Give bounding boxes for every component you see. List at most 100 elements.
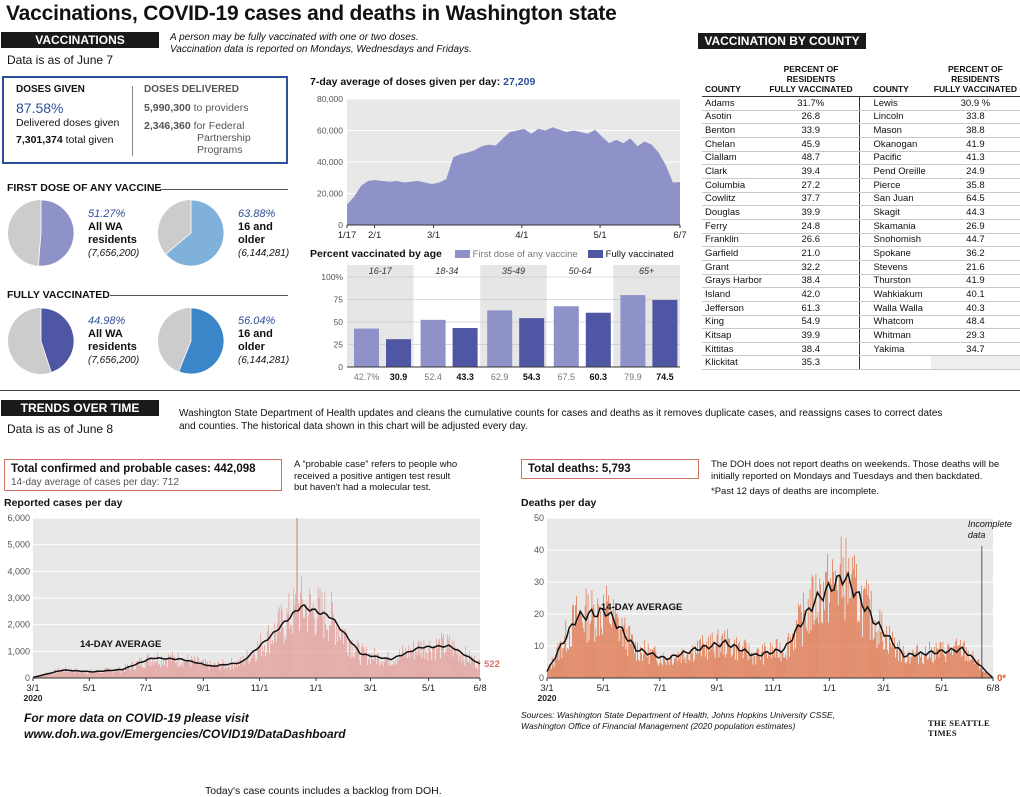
daily-bar [740,649,742,678]
daily-bar [356,645,358,678]
daily-bar [690,649,692,678]
x-tick-label: 1/1 [823,683,836,694]
county-row: Ferry 24.8 Skamania 26.9 [702,219,1020,234]
daily-bar [474,655,475,678]
county-name: Mason [859,123,931,138]
daily-bar [311,608,313,678]
daily-bar [77,671,79,678]
daily-bar [266,652,267,678]
daily-bar [605,608,606,678]
x-year-label: 2020 [538,693,557,703]
daily-bar [299,630,300,678]
daily-bar [800,604,801,678]
daily-bar [891,646,892,678]
daily-bar [204,664,205,678]
doses-delivered-label: DOSES DELIVERED [144,84,240,95]
daily-bar [660,656,662,678]
daily-bar [990,676,991,678]
daily-bar [269,654,270,678]
daily-bar [376,663,377,678]
sources: Sources: Washington State Department of … [521,710,835,731]
daily-bar [288,592,290,678]
daily-bar [141,666,143,678]
daily-bar [348,640,350,678]
daily-bar [902,645,904,678]
daily-bar [277,611,279,678]
daily-bar [921,653,922,678]
daily-bar [715,645,717,678]
daily-bar [640,646,641,678]
county-percent: 33.9 [762,123,860,138]
daily-bar [809,588,811,678]
daily-bar [736,637,737,678]
county-name: Skamania [859,219,931,234]
daily-bar [923,663,924,678]
daily-bar [74,667,76,678]
daily-bar [811,574,813,678]
daily-bar [709,635,711,678]
daily-bar [661,663,663,678]
daily-bar [847,603,849,678]
county-row: Franklin 26.6 Snohomish 44.7 [702,233,1020,248]
age-category-label: 18-34 [435,266,458,276]
daily-bar [819,578,821,678]
daily-bar [249,661,251,678]
daily-bar [971,656,973,678]
daily-bar [304,617,305,678]
daily-bar [783,657,785,678]
daily-bar [352,656,354,678]
daily-bar [602,634,603,678]
daily-bar [601,627,602,678]
county-percent: 35.8 [930,178,1020,193]
daily-bar [760,659,761,678]
bar-value-label: 54.3 [523,372,541,382]
daily-bar [900,662,902,678]
county-percent [930,355,1020,371]
daily-bar [130,670,131,678]
daily-bar [164,665,165,678]
probable-note-line3: but haven't had a molecular test. [294,482,432,493]
county-row: Cowlitz 37.7 San Juan 64.5 [702,192,1020,207]
pie-value-slice [37,199,75,267]
x-tick-label: 7/1 [653,683,666,694]
x-tick-label: 7/1 [139,683,152,694]
daily-bar [226,668,228,678]
daily-bar [986,672,987,678]
daily-bar [216,666,218,678]
y-tick-label: 50 [334,317,344,327]
y-tick-label: 30 [534,577,544,587]
daily-bar [590,620,592,678]
daily-bar [895,657,896,678]
daily-bar [318,597,320,678]
deaths-chart-title: Deaths per day [521,497,597,509]
daily-bar [101,669,102,678]
daily-bar [113,671,115,678]
daily-bar [460,655,462,678]
daily-bar [753,653,755,678]
daily-bar [732,654,733,678]
daily-bar [453,640,455,678]
deaths-note-line3: *Past 12 days of deaths are incomplete. [711,486,879,497]
deaths-note: The DOH does not report deaths on weeken… [711,459,999,498]
county-percent: 32.2 [762,260,860,275]
daily-bar [317,587,319,678]
daily-bar [427,660,429,678]
daily-bar [219,670,221,678]
daily-bar [279,631,281,678]
daily-bar [411,651,413,678]
county-percent: 61.3 [762,301,860,316]
daily-bar [228,663,229,678]
daily-bar [390,666,392,678]
bar-value-label: 52.4 [424,372,442,382]
daily-bar [665,661,666,678]
county-name: Pend Oreille [859,164,931,179]
daily-bar [696,653,697,678]
daily-bar [312,603,314,678]
daily-bar [728,638,729,678]
daily-bar [278,607,280,678]
daily-bar [803,610,805,678]
daily-bar [378,666,380,678]
daily-bar [922,663,923,678]
daily-bar [673,663,674,678]
daily-bar [223,662,225,678]
